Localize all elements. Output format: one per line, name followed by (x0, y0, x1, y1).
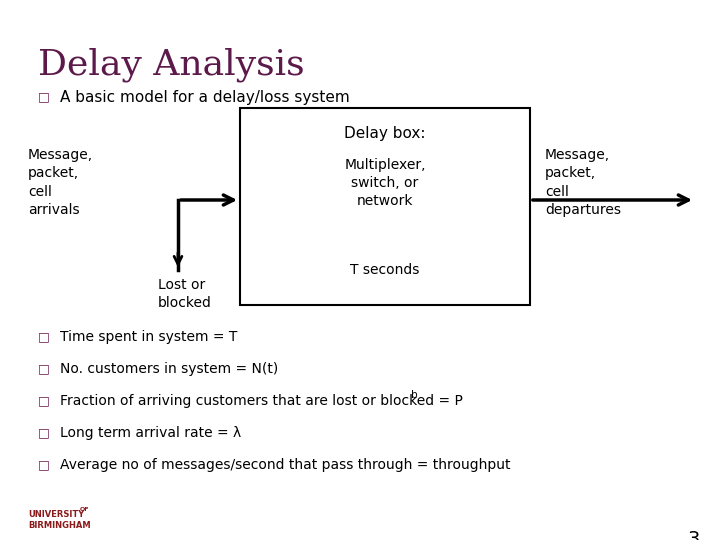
Text: Message,
packet,
cell
arrivals: Message, packet, cell arrivals (28, 148, 93, 217)
Text: □: □ (38, 90, 50, 103)
Text: Delay box:: Delay box: (344, 126, 426, 141)
Bar (240, 108, 530, 305)
Text: UNIVERSITY: UNIVERSITY (28, 510, 84, 519)
Text: □: □ (38, 362, 50, 375)
Text: 3: 3 (688, 530, 700, 540)
Text: network: network (356, 194, 413, 208)
Text: □: □ (38, 458, 50, 471)
Text: OF: OF (80, 507, 89, 512)
Text: Average no of messages/second that pass through = throughput: Average no of messages/second that pass … (60, 458, 510, 472)
Text: Long term arrival rate = λ: Long term arrival rate = λ (60, 426, 241, 440)
Text: □: □ (38, 330, 50, 343)
Text: □: □ (38, 394, 50, 407)
Text: b: b (411, 390, 418, 400)
Text: □: □ (38, 426, 50, 439)
Text: Message,
packet,
cell
departures: Message, packet, cell departures (545, 148, 621, 217)
Text: switch, or: switch, or (351, 176, 418, 190)
Text: BIRMINGHAM: BIRMINGHAM (28, 521, 91, 530)
Text: Fraction of arriving customers that are lost or blocked = P: Fraction of arriving customers that are … (60, 394, 463, 408)
Text: Lost or
blocked: Lost or blocked (158, 278, 212, 310)
Text: No. customers in system = N(t): No. customers in system = N(t) (60, 362, 278, 376)
Text: T seconds: T seconds (351, 263, 420, 277)
Text: Multiplexer,: Multiplexer, (344, 158, 426, 172)
Text: A basic model for a delay/loss system: A basic model for a delay/loss system (60, 90, 350, 105)
Text: Delay Analysis: Delay Analysis (38, 48, 305, 83)
Text: Time spent in system = T: Time spent in system = T (60, 330, 238, 344)
